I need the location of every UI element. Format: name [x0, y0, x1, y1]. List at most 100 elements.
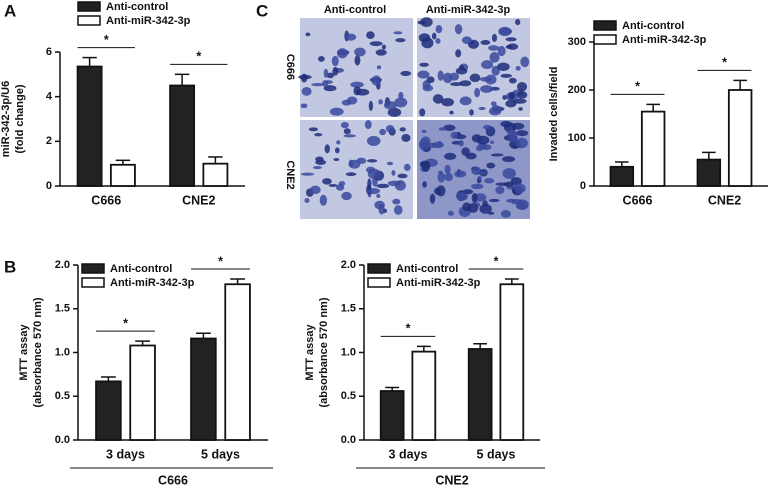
cell [505, 100, 517, 108]
legend-swatch [367, 277, 391, 288]
cell [491, 33, 498, 42]
cell [395, 38, 406, 43]
cell [394, 97, 408, 108]
cell [322, 178, 332, 185]
cell [419, 108, 426, 117]
cell [450, 82, 463, 87]
cell [454, 24, 463, 35]
y-tick-label: 200 [568, 84, 586, 96]
significance-mark: * [635, 80, 640, 94]
image-column-label: Anti-control [324, 4, 386, 16]
legend-label: Anti-miR-342-3p [106, 15, 191, 27]
cell [397, 173, 408, 179]
cell [367, 187, 381, 195]
y-tick-label: 0.5 [341, 390, 356, 402]
legend-swatch [77, 15, 101, 26]
cell [364, 119, 372, 130]
cell [475, 171, 487, 175]
cell [469, 109, 474, 116]
cell [369, 41, 383, 47]
cell [455, 49, 462, 58]
y-tick-label: 6 [46, 46, 52, 58]
cell [314, 132, 323, 137]
cell [435, 38, 441, 44]
cell [437, 172, 446, 183]
cell [449, 72, 460, 81]
cell [399, 127, 406, 132]
cell [456, 192, 469, 201]
cell [454, 170, 467, 178]
cell [309, 185, 321, 195]
cell [392, 198, 401, 205]
legend-swatch [81, 277, 105, 288]
cell [500, 73, 513, 78]
cell [515, 19, 521, 26]
bar [95, 380, 122, 441]
cell [350, 81, 364, 88]
cell [455, 67, 468, 75]
bar [202, 162, 229, 187]
cell [477, 176, 482, 181]
cell [504, 181, 515, 188]
cell [315, 156, 324, 162]
legend-label: Anti-control [106, 1, 168, 13]
cell [376, 65, 382, 70]
cell [345, 172, 357, 177]
cell [514, 183, 526, 194]
legend-label: Anti-control [396, 263, 458, 275]
group-label: C666 [158, 473, 188, 487]
legend-swatch [593, 34, 617, 45]
cell [386, 161, 394, 166]
bar [109, 163, 136, 187]
cell [480, 85, 493, 93]
cell [480, 76, 493, 82]
cell [500, 120, 512, 128]
cell [479, 203, 492, 214]
cell [367, 168, 381, 180]
cell [481, 60, 494, 69]
significance-mark: * [494, 254, 499, 268]
cell [497, 45, 506, 57]
cell [387, 107, 402, 117]
cell [505, 37, 517, 42]
cell [489, 51, 500, 63]
cell [371, 75, 382, 86]
cell [500, 210, 511, 218]
cell [317, 55, 325, 62]
bar [467, 348, 493, 441]
cell [323, 68, 329, 78]
cell [461, 36, 472, 44]
cell [420, 140, 430, 150]
cell [394, 180, 406, 191]
cell [508, 77, 517, 84]
significance-mark: * [123, 316, 128, 330]
cell [449, 110, 454, 115]
y-tick-label: 0.0 [341, 434, 356, 446]
cell [508, 131, 518, 142]
bar [640, 110, 666, 187]
cell [490, 101, 497, 107]
cell [375, 49, 387, 56]
panel-label: A [4, 1, 16, 20]
y-tick-label: 2 [46, 135, 52, 147]
cell [341, 99, 352, 106]
cell [444, 164, 451, 174]
cell [354, 55, 361, 66]
bar [411, 350, 437, 441]
cell [367, 178, 372, 189]
cell [498, 28, 513, 36]
significance-mark: * [196, 50, 201, 64]
bar [727, 89, 753, 187]
cell [319, 194, 328, 206]
cell [520, 56, 530, 68]
y-axis-label: Invaded cells/field [548, 67, 560, 162]
cell [483, 124, 492, 130]
cell [474, 87, 481, 98]
cell [343, 134, 356, 138]
legend-label: Anti-miR-342-3p [110, 277, 195, 289]
cell [516, 82, 528, 92]
cell [491, 153, 504, 157]
cell [505, 44, 513, 49]
cell [438, 127, 447, 131]
group-label: CNE2 [435, 473, 468, 487]
